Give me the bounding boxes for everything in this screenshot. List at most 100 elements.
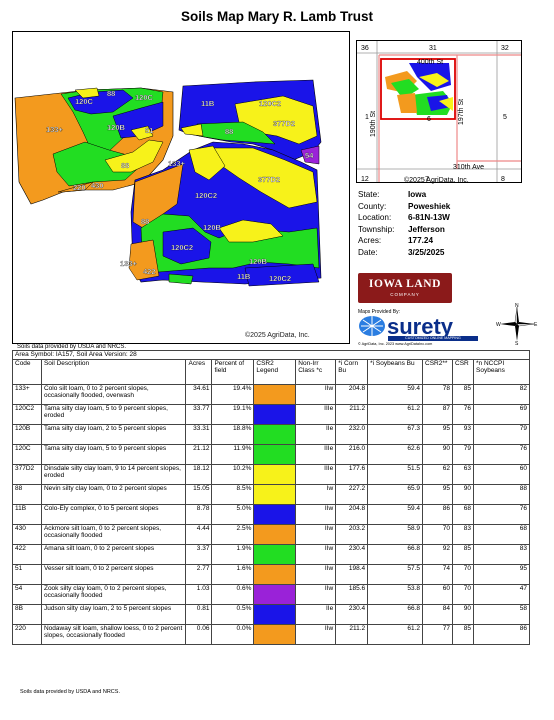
soil-acres: 15.05	[185, 484, 213, 505]
legend-color-swatch	[254, 405, 296, 424]
soybeans-bu: 62.6	[367, 444, 424, 465]
column-header: *i Soybeans Bu	[367, 359, 424, 385]
nccpi-value: 68	[473, 524, 530, 545]
soil-acres: 33.31	[185, 424, 213, 445]
non-irr-class: IIw	[295, 564, 337, 585]
soil-description: Colo-Ely complex, 0 to 5 percent slopes	[40, 504, 187, 525]
soil-code: 377D2	[12, 464, 42, 485]
soil-code: 422	[12, 544, 42, 565]
road-label-north: 400th St	[417, 59, 443, 66]
map-label: 120C2	[195, 191, 217, 200]
soil-code: 120B	[12, 424, 42, 445]
table-row: 422 Amana silt loam, 0 to 2 percent slope…	[12, 544, 530, 565]
nccpi-value: 58	[473, 604, 530, 625]
map-label: 133+	[46, 125, 64, 134]
legend-color-swatch	[254, 485, 296, 504]
soybeans-bu: 59.4	[367, 504, 424, 525]
table-row: 430 Ackmore silt loam, 0 to 2 percent slo…	[12, 524, 530, 545]
soil-percent: 1.6%	[211, 564, 255, 585]
nccpi-value: 86	[473, 624, 530, 645]
soil-code: 88	[12, 484, 42, 505]
soybeans-bu: 57.5	[367, 564, 424, 585]
legend-color-swatch	[254, 565, 296, 584]
csr2-value: 87	[422, 404, 454, 425]
legend-color-swatch	[254, 385, 296, 404]
map-label: 88	[107, 89, 115, 98]
map-label: 120C2	[269, 274, 291, 283]
corn-bu: 211.2	[335, 404, 369, 425]
soil-description: Amana silt loam, 0 to 2 percent slopes	[40, 544, 187, 565]
info-key: Date:	[358, 247, 378, 257]
csr-value: 85	[452, 384, 474, 405]
map-label: 220	[73, 183, 86, 192]
table-row: 120C2 Tama silty clay loam, 5 to 9 percen…	[12, 404, 530, 425]
nccpi-value: 47	[473, 584, 530, 605]
table-row: 220 Nodaway silt loam, shallow loess, 0 t…	[12, 624, 530, 645]
map-label: 120C2	[259, 99, 281, 108]
soil-acres: 4.44	[185, 524, 213, 545]
soybeans-bu: 61.2	[367, 404, 424, 425]
soybeans-bu: 61.2	[367, 624, 424, 645]
logo-line2: COMPANY	[390, 292, 420, 297]
soil-description: Tama silty clay loam, 2 to 5 percent slo…	[40, 424, 187, 445]
column-header: Non-Irr Class *c	[295, 359, 337, 385]
legend-color-swatch	[254, 545, 296, 564]
csr2-value: 60	[422, 584, 454, 605]
soil-description: Colo silt loam, 0 to 2 percent slopes, o…	[40, 384, 187, 405]
soil-percent: 18.8%	[211, 424, 255, 445]
info-key: Location:	[358, 213, 392, 223]
nccpi-value: 79	[473, 424, 530, 445]
section-number: 1	[365, 114, 369, 121]
csr2-value: 70	[422, 524, 454, 545]
table-row: 377D2 Dinsdale silty clay loam, 9 to 14 p…	[12, 464, 530, 485]
non-irr-class: IIe	[295, 424, 337, 445]
non-irr-class: IIIe	[295, 464, 337, 485]
map-label: 377D2	[258, 175, 280, 184]
table-row: 11B Colo-Ely complex, 0 to 5 percent slop…	[12, 504, 530, 525]
info-value: Jefferson	[408, 224, 445, 234]
soils-map: 120C 88 120C 133+ 120B 51 88 430 220 11B…	[12, 31, 350, 344]
soil-code: 54	[12, 584, 42, 605]
soil-percent: 19.1%	[211, 404, 255, 425]
soil-description: Tama silty clay loam, 5 to 9 percent slo…	[40, 444, 187, 465]
info-value: Poweshiek	[408, 201, 451, 211]
soil-description: Zook silty clay loam, 0 to 2 percent slo…	[40, 584, 187, 605]
csr2-legend-swatch	[253, 544, 297, 565]
csr2-value: 95	[422, 424, 454, 445]
non-irr-class: IIw	[295, 524, 337, 545]
csr-value: 85	[452, 624, 474, 645]
non-irr-class: IIIe	[295, 444, 337, 465]
soil-code: 220	[12, 624, 42, 645]
location-map-graphic: 36 31 32 1 6 5 12 7 8 400th St 310th Ave…	[357, 41, 521, 182]
legend-color-swatch	[254, 465, 296, 484]
map-label: 133+	[168, 159, 186, 168]
map-label: 11B	[201, 99, 215, 108]
map-label: 88	[225, 127, 233, 136]
road-label-east: 197th St	[458, 99, 465, 125]
section-number: 6	[427, 116, 431, 123]
non-irr-class: IIIe	[295, 404, 337, 425]
legend-color-swatch	[254, 605, 296, 624]
soybeans-bu: 65.9	[367, 484, 424, 505]
soil-percent: 5.0%	[211, 504, 255, 525]
corn-bu: 230.4	[335, 544, 369, 565]
csr-value: 79	[452, 444, 474, 465]
table-row: 51 Vesser silt loam, 0 to 2 percent slope…	[12, 564, 530, 585]
csr-value: 93	[452, 424, 474, 445]
soil-code: 430	[12, 524, 42, 545]
csr2-legend-swatch	[253, 624, 297, 645]
corn-bu: 230.4	[335, 604, 369, 625]
column-header: Acres	[185, 359, 213, 385]
nccpi-value: 88	[473, 484, 530, 505]
soil-percent: 8.5%	[211, 484, 255, 505]
soil-percent: 0.0%	[211, 624, 255, 645]
location-map: 36 31 32 1 6 5 12 7 8 400th St 310th Ave…	[356, 40, 522, 183]
soil-description: Vesser silt loam, 0 to 2 percent slopes	[40, 564, 187, 585]
column-header: *i Corn Bu	[335, 359, 369, 385]
soil-percent: 0.6%	[211, 584, 255, 605]
compass-e: E	[534, 322, 538, 328]
soil-acres: 1.03	[185, 584, 213, 605]
legend-color-swatch	[254, 445, 296, 464]
table-row: 120B Tama silty clay loam, 2 to 5 percent…	[12, 424, 530, 445]
section-number: 5	[503, 114, 507, 121]
